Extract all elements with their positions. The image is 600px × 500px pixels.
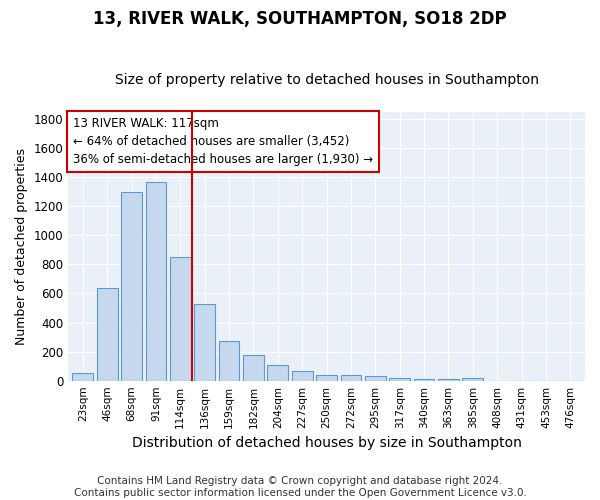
Bar <box>73 374 93 380</box>
Bar <box>194 304 215 380</box>
X-axis label: Distribution of detached houses by size in Southampton: Distribution of detached houses by size … <box>131 436 521 450</box>
Bar <box>268 366 288 380</box>
Bar <box>170 257 191 380</box>
Bar <box>292 371 313 380</box>
Bar <box>121 192 142 380</box>
Text: 13, RIVER WALK, SOUTHAMPTON, SO18 2DP: 13, RIVER WALK, SOUTHAMPTON, SO18 2DP <box>93 10 507 28</box>
Bar <box>97 288 118 380</box>
Bar <box>316 375 337 380</box>
Bar <box>219 340 239 380</box>
Bar <box>146 182 166 380</box>
Title: Size of property relative to detached houses in Southampton: Size of property relative to detached ho… <box>115 73 539 87</box>
Bar <box>341 376 361 380</box>
Bar <box>389 378 410 380</box>
Y-axis label: Number of detached properties: Number of detached properties <box>15 148 28 344</box>
Bar <box>438 379 459 380</box>
Bar <box>414 378 434 380</box>
Text: Contains HM Land Registry data © Crown copyright and database right 2024.
Contai: Contains HM Land Registry data © Crown c… <box>74 476 526 498</box>
Bar <box>365 376 386 380</box>
Text: 13 RIVER WALK: 117sqm
← 64% of detached houses are smaller (3,452)
36% of semi-d: 13 RIVER WALK: 117sqm ← 64% of detached … <box>73 117 373 166</box>
Bar <box>243 355 264 380</box>
Bar <box>463 378 483 380</box>
